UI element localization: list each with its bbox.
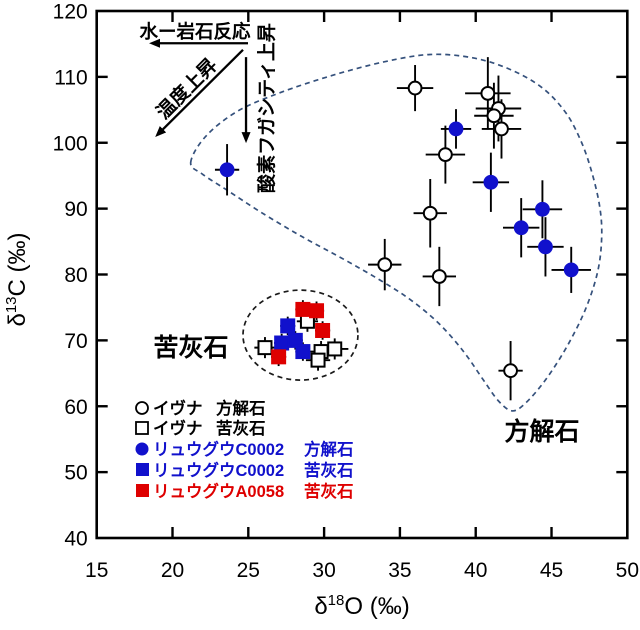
legend-marker-ivuna-calcite <box>135 401 149 415</box>
y-tick-label: 70 <box>64 330 87 353</box>
legend-marker-ivuna-dolomite <box>135 421 149 435</box>
temperature-arrow <box>155 49 244 137</box>
legend-sample-ivuna-dolomite: イヴナ <box>153 418 203 438</box>
data-point-ivuna-calcite <box>503 363 518 379</box>
legend-sample-ryugu-c0002-dolomite: リュウグウC0002 <box>153 460 284 480</box>
data-point-ryugu-c0002-calcite <box>535 201 550 217</box>
data-point-ivuna-calcite <box>422 205 438 221</box>
legend-marker-ryugu-a0058-dolomite <box>136 484 149 497</box>
data-point-ivuna-dolomite <box>257 340 273 356</box>
data-point-ivuna-calcite <box>437 147 453 163</box>
data-point-ryugu-c0002-calcite <box>483 174 499 190</box>
data-point-ryugu-c0002-dolomite <box>287 332 303 348</box>
label-calcite-field: 方解石 <box>504 417 579 446</box>
annotation-temperature-rise: 温度上昇 <box>152 54 222 124</box>
data-point-ivuna-calcite <box>480 85 496 101</box>
data-point-ryugu-a0058-dolomite <box>271 349 287 365</box>
data-point-ryugu-c0002-calcite <box>448 121 464 137</box>
x-axis-title: δ18O (‰) <box>314 592 409 620</box>
data-point-ryugu-a0058-dolomite <box>309 303 325 319</box>
legend-mineral-ivuna-dolomite: 苦灰石 <box>216 418 266 438</box>
data-point-ryugu-c0002-dolomite <box>280 318 296 334</box>
legend-sample-ryugu-c0002-calcite: リュウグウC0002 <box>153 439 284 459</box>
annotation-oxygen-fugacity-rise: 酸素フガシティ上昇 <box>255 23 278 193</box>
legend-mineral-ivuna-calcite: 方解石 <box>216 398 266 418</box>
data-point-ryugu-c0002-calcite <box>563 262 579 278</box>
y-tick-label: 60 <box>64 396 87 419</box>
y-tick-label: 80 <box>64 264 87 287</box>
data-point-ryugu-c0002-calcite <box>219 162 235 178</box>
data-point-ryugu-a0058-dolomite <box>295 301 311 317</box>
data-point-ivuna-calcite <box>431 269 447 284</box>
data-point-ivuna-dolomite <box>327 341 343 357</box>
data-point-ivuna-calcite <box>494 121 509 137</box>
x-tick-label: 45 <box>540 559 563 582</box>
data-point-ivuna-dolomite <box>310 352 326 368</box>
y-axis-title: δ13C (‰) <box>3 232 31 326</box>
y-tick-label: 120 <box>53 1 88 24</box>
legend-sample-ivuna-calcite: イヴナ <box>153 398 203 418</box>
data-point-ryugu-c0002-calcite <box>513 220 529 236</box>
axes-layer: 15 20 25 30 35 40 45 50 40 50 60 70 80 90 100 110 120 δ18… <box>3 1 639 621</box>
x-tick-label: 25 <box>237 559 260 582</box>
y-tick-label: 110 <box>54 66 87 89</box>
data-point-ivuna-calcite <box>486 108 502 124</box>
legend-marker-ryugu-c0002-calcite <box>135 442 149 456</box>
data-point-ivuna-calcite <box>407 80 423 96</box>
region-outline-dolomite-field <box>242 289 359 381</box>
legend-mineral-ryugu-c0002-calcite: 方解石 <box>304 439 354 459</box>
label-dolomite-field: 苦灰石 <box>153 334 228 362</box>
y-tick-label: 50 <box>64 462 87 485</box>
x-tick-label: 50 <box>616 559 639 582</box>
legend-mineral-ryugu-a0058-dolomite: 苦灰石 <box>304 481 354 501</box>
x-tick-label: 35 <box>388 559 411 582</box>
data-point-ryugu-a0058-dolomite <box>315 322 331 338</box>
x-tick-label: 20 <box>161 559 184 582</box>
legend: イヴナ 方解石 イヴナ 苦灰石 リュウグウC0002 方解石 リュウグウC000… <box>135 398 354 501</box>
data-points-layer <box>219 80 579 379</box>
data-point-ivuna-calcite <box>377 257 393 273</box>
y-tick-label: 40 <box>64 528 87 551</box>
data-point-ryugu-c0002-dolomite <box>295 344 311 360</box>
y-tick-label: 100 <box>53 132 88 155</box>
region-outlines-layer <box>189 53 603 412</box>
x-tick-label: 30 <box>312 559 335 582</box>
legend-mineral-ryugu-c0002-dolomite: 苦灰石 <box>304 460 354 480</box>
x-tick-label: 15 <box>85 559 108 582</box>
legend-marker-ryugu-c0002-dolomite <box>136 463 149 476</box>
legend-sample-ryugu-a0058-dolomite: リュウグウA0058 <box>153 481 284 501</box>
region-outline-calcite-field <box>189 53 603 412</box>
x-tick-label: 40 <box>464 559 487 582</box>
data-point-ryugu-c0002-calcite <box>538 239 553 255</box>
annotation-water-rock-reaction: 水ー岩石反応 <box>139 21 251 42</box>
data-point-ryugu-c0002-dolomite <box>274 335 290 351</box>
annotation-arrows-layer <box>149 38 251 144</box>
y-tick-label: 90 <box>64 198 87 221</box>
